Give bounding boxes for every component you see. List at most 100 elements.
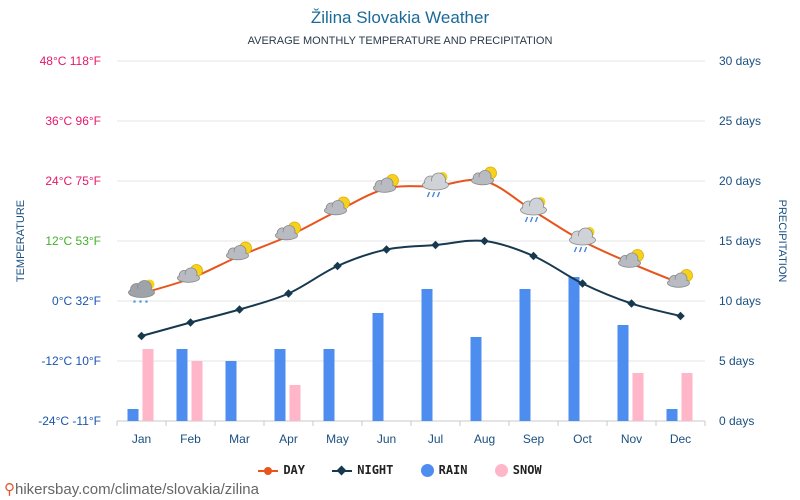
- night-line: [141, 239, 681, 337]
- y-tick-label-left: 48°C 118°F: [40, 54, 101, 68]
- partly-sunny-icon: [618, 249, 644, 268]
- legend-night-label: NIGHT: [357, 463, 394, 477]
- partly-sunny-icon: [275, 221, 301, 241]
- snow-flake: [133, 300, 136, 303]
- cloud-part: [472, 177, 493, 184]
- snow-flake: [139, 300, 142, 303]
- night-point: [529, 251, 538, 261]
- cloud-part: [227, 252, 248, 259]
- rain-cloud-icon: [422, 172, 449, 198]
- cloud-part: [521, 206, 546, 214]
- y-tick-label-left: -24°C -11°F: [38, 414, 101, 428]
- cloud-part: [178, 274, 199, 282]
- rain-bar: [176, 349, 188, 421]
- cloud-part: [668, 279, 689, 287]
- rain-bar: [127, 409, 139, 421]
- rain-drop: [534, 216, 539, 223]
- rain-drop: [573, 246, 578, 253]
- rain-bar: [372, 313, 384, 421]
- cloud-part: [374, 184, 395, 192]
- snow-bar: [191, 361, 203, 421]
- x-tick-label: Sep: [523, 432, 545, 446]
- snow-flake: [145, 300, 148, 303]
- night-point: [431, 240, 440, 250]
- rain-drop: [524, 216, 529, 223]
- partly-sunny-icon: [471, 166, 497, 186]
- rain-bar: [225, 361, 237, 421]
- source-link[interactable]: ⚲hikersbay.com/climate/slovakia/zilina: [4, 480, 259, 498]
- legend-snow-label: SNOW: [512, 463, 542, 477]
- legend-rain-swatch: [420, 464, 434, 477]
- rain-cloud-icon: [520, 197, 547, 223]
- rain-drop: [578, 246, 583, 253]
- partly-sunny-icon: [373, 174, 399, 193]
- y-tick-label-left: 36°C 96°F: [45, 114, 101, 128]
- source-text: hikersbay.com/climate/slovakia/zilina: [15, 481, 259, 498]
- night-point: [627, 299, 636, 308]
- y-axis-title-left: TEMPERATURE: [15, 200, 27, 282]
- location-pin-icon: ⚲: [4, 481, 15, 498]
- x-tick-label: Jan: [132, 432, 151, 446]
- cloud-part: [325, 207, 346, 214]
- rain-drop: [436, 191, 441, 198]
- x-tick-label: May: [326, 432, 349, 446]
- partly-sunny-icon: [324, 196, 350, 216]
- legend-day-swatch: [258, 466, 279, 475]
- night-point: [333, 261, 342, 271]
- y-tick-label-right: 5 days: [719, 354, 754, 368]
- rain-bar: [421, 289, 433, 421]
- chart-legend: DAY NIGHT RAIN SNOW: [0, 463, 800, 477]
- night-point: [578, 279, 587, 288]
- snow-bar: [632, 373, 644, 421]
- y-tick-label-right: 0 days: [719, 414, 754, 428]
- x-tick-label: Jul: [428, 432, 443, 446]
- night-point: [480, 236, 489, 246]
- rain-bar: [470, 337, 482, 421]
- cloud-part: [570, 236, 595, 244]
- night-point: [676, 311, 685, 321]
- y-tick-label-left: 0°C 32°F: [52, 294, 101, 308]
- legend-night-swatch: [332, 469, 353, 472]
- y-tick-label-right: 20 days: [719, 174, 761, 188]
- x-tick-label: Feb: [180, 432, 201, 446]
- partly-sunny-icon: [177, 264, 203, 283]
- night-point: [284, 289, 293, 298]
- chart-subtitle: AVERAGE MONTHLY TEMPERATURE AND PRECIPIT…: [247, 35, 553, 47]
- snow-bar: [681, 373, 693, 421]
- x-tick-label: Dec: [670, 432, 691, 446]
- rain-drop: [529, 216, 534, 223]
- rain-bar: [666, 409, 678, 421]
- rain-bar: [274, 349, 286, 421]
- legend-rain[interactable]: RAIN: [420, 463, 468, 477]
- x-tick-label: Nov: [621, 432, 642, 446]
- cloud-part: [423, 181, 448, 189]
- legend-night[interactable]: NIGHT: [332, 463, 393, 477]
- legend-snow[interactable]: SNOW: [494, 463, 542, 477]
- cloud-part: [276, 232, 297, 239]
- x-tick-label: Aug: [474, 432, 495, 446]
- legend-snow-swatch: [494, 464, 508, 477]
- night-point: [235, 305, 244, 314]
- rain-drop: [426, 191, 431, 198]
- legend-day[interactable]: DAY: [258, 463, 305, 477]
- y-tick-label-right: 25 days: [719, 114, 761, 128]
- x-tick-label: Oct: [573, 432, 592, 446]
- legend-rain-label: RAIN: [438, 463, 468, 477]
- rain-drop: [583, 246, 588, 253]
- y-tick-label-right: 10 days: [719, 294, 761, 308]
- partly-sunny-icon: [226, 241, 252, 261]
- night-point: [137, 331, 146, 341]
- night-point: [382, 245, 391, 254]
- rain-drop: [431, 191, 436, 198]
- y-tick-label-right: 30 days: [719, 54, 761, 68]
- legend-day-label: DAY: [283, 463, 306, 477]
- snow-bar: [289, 385, 301, 421]
- rain-bar: [617, 325, 629, 421]
- y-axis-title-right: PRECIPITATION: [776, 200, 788, 283]
- x-tick-label: Mar: [229, 432, 250, 446]
- snow-cloud-icon: [128, 279, 155, 303]
- rain-bar: [568, 277, 580, 421]
- y-tick-label-left: -12°C 10°F: [41, 354, 101, 368]
- snow-bar: [142, 349, 154, 421]
